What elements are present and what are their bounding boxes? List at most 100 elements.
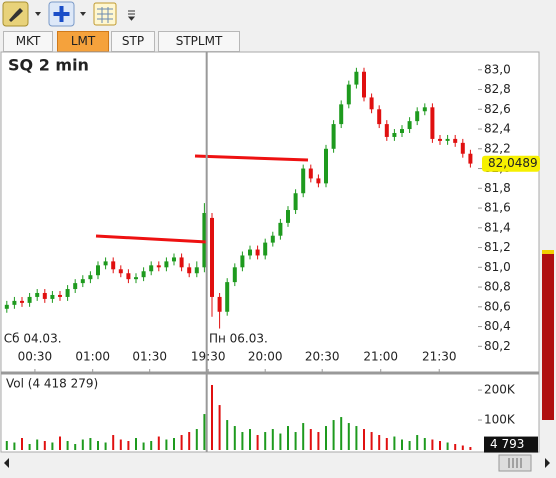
volume-bar: [188, 432, 191, 450]
position-bar-top: [542, 250, 554, 254]
volume-bar: [340, 417, 343, 450]
candle-body: [346, 84, 351, 105]
y-tick-label: 80,4: [484, 319, 511, 333]
candle-body: [73, 283, 78, 290]
volume-bar: [81, 439, 84, 450]
candle-body: [445, 138, 450, 141]
scrollbar-area: [0, 455, 556, 478]
volume-bar: [21, 438, 23, 450]
candle-body: [392, 132, 397, 137]
volume-bar: [302, 423, 305, 450]
volume-bar: [408, 441, 411, 450]
y-tick-label: 82,4: [484, 122, 511, 136]
order-tab[interactable]: LMT: [57, 31, 109, 52]
candle-body: [42, 292, 47, 299]
trend-line[interactable]: [95, 234, 208, 244]
candle-body: [141, 271, 146, 278]
candle-body: [179, 257, 184, 268]
volume-bar: [370, 432, 373, 450]
volume-bar: [89, 438, 92, 450]
y-tick-label: 80,2: [484, 339, 511, 353]
x-tick-label: 00:30: [18, 350, 53, 364]
candle-body: [316, 178, 321, 184]
volume-bar: [195, 429, 198, 450]
volume-bar: [233, 426, 236, 450]
candle-body: [217, 296, 222, 312]
volume-bar: [13, 442, 16, 450]
volume-bar: [309, 429, 312, 450]
candle-body: [88, 275, 93, 280]
order-tab[interactable]: STPLMT: [158, 31, 240, 52]
candle-body: [468, 153, 473, 164]
scroll-thumb[interactable]: [498, 454, 532, 472]
volume-bar: [271, 429, 274, 450]
menu-arrow[interactable]: [127, 10, 136, 21]
position-bar: [542, 250, 554, 420]
order-tab[interactable]: STP: [111, 31, 155, 52]
candle-body: [248, 249, 252, 256]
volume-bar: [461, 445, 464, 450]
volume-bar: [454, 444, 457, 450]
date-label: Пн 06.03.: [209, 332, 268, 346]
dropdown-arrow[interactable]: [80, 12, 86, 16]
candle-body: [156, 265, 161, 268]
volume-bar: [378, 435, 381, 450]
candle-body: [232, 267, 237, 283]
candle-body: [20, 300, 24, 303]
volume-bar: [439, 441, 441, 450]
y-tick-label: 81,4: [484, 220, 511, 234]
plot: [4, 67, 473, 450]
candle-body: [324, 148, 328, 184]
candle-body: [255, 249, 260, 256]
calendar-icon: [97, 7, 113, 23]
candle-body: [278, 222, 283, 236]
volume-bar: [218, 405, 221, 450]
dropdown-arrow[interactable]: [35, 12, 41, 16]
x-tick-label: 19:30: [191, 350, 226, 364]
scroll-left[interactable]: [4, 458, 9, 468]
volume-bar: [112, 435, 115, 450]
last-volume-badge: [484, 436, 538, 453]
y-tick-label: 81,8: [484, 181, 511, 195]
last-volume-label: 4 793: [490, 437, 524, 451]
volume-bar: [423, 438, 426, 450]
chart-pane: [0, 51, 540, 453]
volume-bar: [241, 432, 244, 450]
volume-bar: [150, 441, 153, 450]
volume-bar: [135, 438, 137, 450]
candle-body: [194, 267, 199, 274]
candle-body: [118, 269, 123, 274]
volume-tick-label: 200K: [484, 383, 516, 397]
candle-body: [134, 277, 138, 280]
volume-bar: [43, 441, 46, 450]
last-price-label: 82,0489: [488, 156, 538, 170]
volume-tick-label: 100K: [484, 413, 516, 427]
candle-body: [369, 97, 374, 110]
candle-body: [384, 124, 389, 137]
y-tick-label: 82,6: [484, 102, 511, 116]
pin-icon: [9, 8, 23, 22]
volume-bar: [28, 444, 31, 450]
trend-line[interactable]: [194, 154, 309, 162]
order-tab[interactable]: MKT: [3, 31, 53, 52]
candle-body: [12, 300, 17, 305]
y-tick-label: 82,0: [484, 161, 511, 175]
volume-bar: [393, 436, 396, 450]
volume-bar: [325, 426, 327, 450]
y-tick-label: 80,8: [484, 280, 511, 294]
volume-bar: [142, 442, 145, 450]
candle-body: [187, 267, 192, 274]
volume-bar: [401, 439, 403, 450]
candle-body: [50, 294, 55, 299]
candle-body: [225, 282, 230, 312]
volume-bar: [97, 441, 99, 450]
volume-bar: [127, 441, 130, 450]
scroll-right[interactable]: [545, 458, 550, 468]
candle-body: [164, 261, 169, 268]
x-tick-label: 01:00: [75, 350, 110, 364]
volume-bar: [347, 423, 350, 450]
candle-body: [96, 265, 100, 276]
candle-body: [430, 107, 435, 139]
